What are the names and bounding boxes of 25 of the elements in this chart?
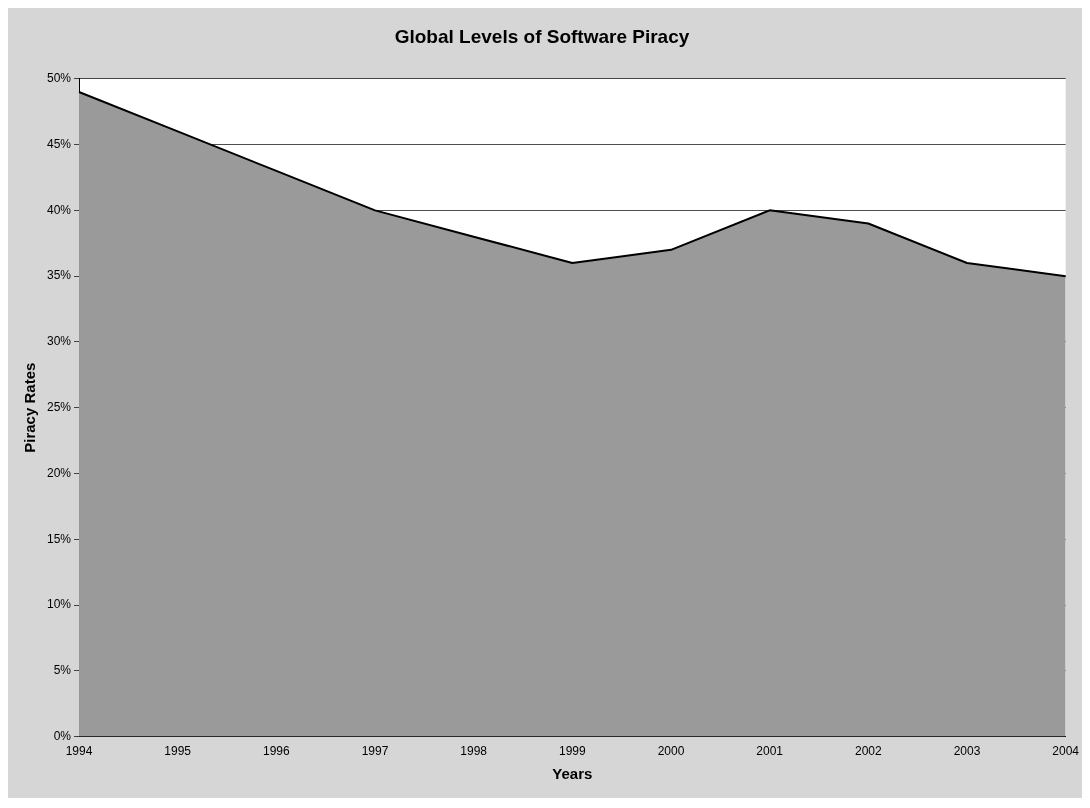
x-tick-label: 2004 [1052, 744, 1080, 759]
x-tick-label: 2003 [953, 744, 981, 759]
y-tick-label: 40% [46, 202, 72, 217]
x-axis-title: Years [552, 765, 593, 783]
x-tick-label: 1994 [65, 744, 93, 759]
y-axis-title: Piracy Rates [21, 362, 39, 453]
y-tick-label: 15% [46, 531, 72, 546]
y-tick-label: 25% [46, 400, 72, 415]
y-tick-label: 35% [46, 268, 72, 283]
y-tick-label: 5% [53, 663, 72, 678]
y-tick-label: 20% [46, 465, 72, 480]
x-tick-label: 2001 [756, 744, 784, 759]
chart-title: Global Levels of Software Piracy [394, 25, 690, 47]
x-tick-label: 2000 [657, 744, 685, 759]
x-tick-label: 1998 [460, 744, 488, 759]
x-tick-label: 1997 [361, 744, 389, 759]
x-tick-label: 2002 [854, 744, 882, 759]
y-tick-label: 45% [46, 136, 72, 151]
y-tick-label: 50% [46, 71, 72, 86]
y-tick-label: 0% [53, 728, 72, 743]
y-tick-label: 30% [46, 334, 72, 349]
x-tick-label: 1999 [558, 744, 586, 759]
y-tick-label: 10% [46, 597, 72, 612]
x-tick-label: 1995 [164, 744, 192, 759]
x-tick-label: 1996 [262, 744, 291, 759]
